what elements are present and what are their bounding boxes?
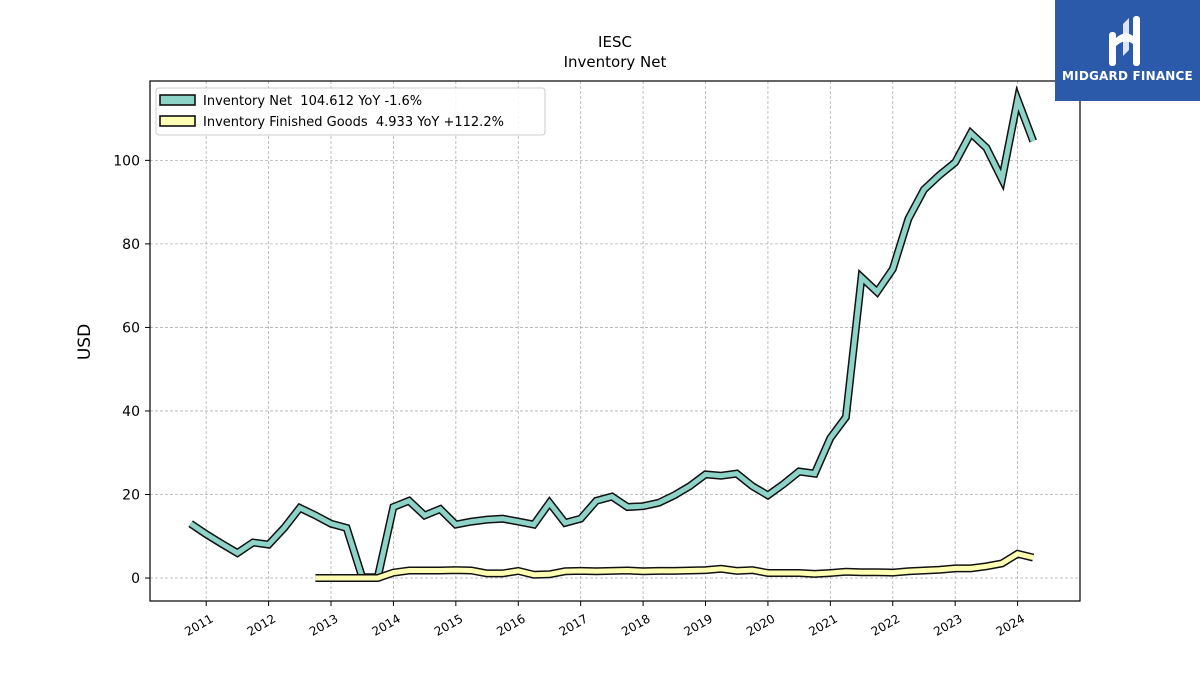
x-tick-label: 2017 [557,611,590,638]
legend-box [155,87,546,136]
series-line-outline [188,85,1037,582]
series-lines [188,85,1037,582]
series-line-outline [315,549,1035,582]
brand-logo: MIDGARD FINANCE [1055,0,1200,101]
x-tick-label: 2023 [931,611,964,638]
legend-swatch [159,115,196,127]
legend-label: Inventory Net 104.612 YoY -1.6% [203,94,422,109]
series-line-inventory-net [189,90,1036,580]
x-tick-label: 2014 [369,611,402,638]
x-tick-label: 2018 [619,611,652,638]
y-tick-label: 20 [122,487,140,503]
x-tick-label: 2012 [245,611,278,638]
y-tick-label: 40 [122,404,140,420]
x-tick-label: 2016 [494,611,527,638]
plot-frame [149,80,1081,602]
x-tick-label: 2021 [806,611,839,638]
x-tick-label: 2020 [744,611,777,638]
chart-subtitle: Inventory Net [564,53,667,71]
legend: Inventory Net 104.612 YoY -1.6% Inventory… [155,87,546,136]
x-tick-label: 2013 [307,611,340,638]
legend-label: Inventory Finished Goods 4.933 YoY +112.… [203,115,504,130]
y-tick-label: 100 [113,153,140,169]
y-axis-label: USD [75,324,95,360]
x-tick-label: 2015 [432,611,465,638]
chart-title: IESC [598,33,632,51]
x-tick-label: 2022 [869,611,902,638]
logo-text: MIDGARD FINANCE [1062,69,1193,83]
legend-swatch [159,94,196,106]
logo-mark-icon [1109,16,1140,66]
x-tick-label: 2011 [182,611,215,638]
grid [150,81,1080,601]
y-tick-label: 0 [131,571,140,587]
x-tick-label: 2019 [682,611,715,638]
axes: 0 20 40 60 80 100 2011 2012 2013 2014 2015 2016 2017… [113,80,1081,639]
series-line-finished-goods [315,551,1034,581]
x-tick-label: 2024 [994,611,1027,638]
y-tick-label: 60 [122,320,140,336]
y-tick-label: 80 [122,237,140,253]
